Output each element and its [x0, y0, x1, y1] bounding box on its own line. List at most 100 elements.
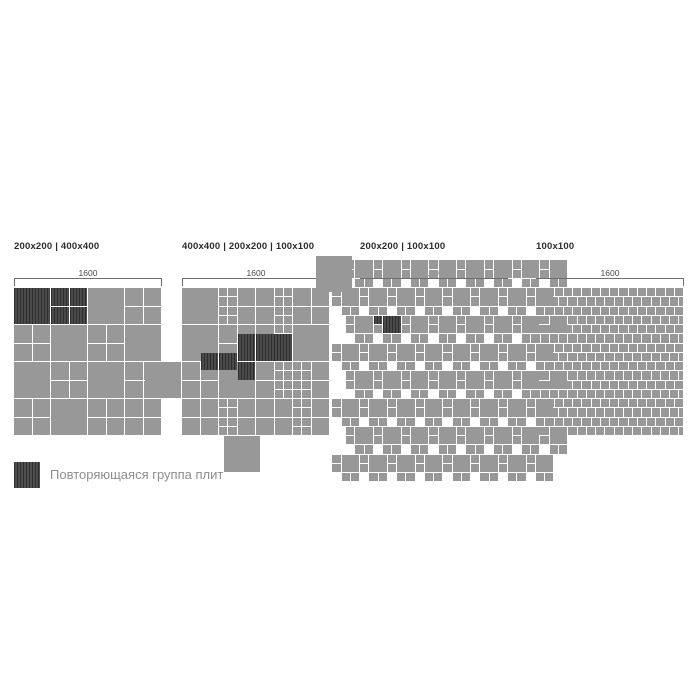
- tile: [471, 343, 480, 352]
- tile: [143, 288, 162, 306]
- panel-title-4: 100x100: [536, 241, 575, 252]
- tile: [256, 362, 274, 380]
- tile: [642, 408, 651, 417]
- tile: [475, 334, 484, 343]
- tile: [219, 399, 228, 408]
- tile: [373, 426, 383, 436]
- tile: [274, 288, 283, 297]
- tile: [256, 306, 274, 325]
- tile: [397, 454, 415, 473]
- tile: [461, 306, 471, 315]
- tile: [438, 278, 447, 288]
- tile: [558, 445, 568, 454]
- tile: [619, 417, 628, 426]
- tile: [591, 306, 600, 315]
- tile: [311, 417, 330, 436]
- tile: [471, 352, 480, 362]
- tile: [619, 343, 628, 352]
- tile: [600, 325, 610, 334]
- tile: [637, 306, 647, 315]
- tile: [364, 334, 373, 343]
- tile: [406, 362, 415, 371]
- tile: [596, 408, 605, 417]
- tile: [283, 362, 293, 371]
- tile-field-3: [332, 260, 568, 482]
- tile: [586, 408, 596, 417]
- tile: [484, 269, 494, 278]
- tile: [614, 297, 623, 306]
- tile: [283, 389, 293, 399]
- tile: [443, 399, 452, 408]
- tile: [360, 399, 369, 408]
- tile: [429, 260, 438, 269]
- tile: [341, 399, 360, 417]
- tile: [549, 371, 559, 380]
- tile: [540, 325, 549, 334]
- tile: [591, 343, 600, 352]
- tile: [674, 362, 684, 371]
- tile: [332, 297, 341, 306]
- tile: [466, 260, 484, 278]
- tile: [274, 306, 283, 315]
- tile: [200, 380, 219, 399]
- tile: [341, 362, 350, 371]
- tile: [549, 352, 559, 362]
- tile: [466, 334, 475, 343]
- tile: [512, 260, 521, 269]
- tile: [586, 315, 596, 325]
- tile: [364, 389, 373, 399]
- tile: [484, 380, 494, 389]
- tile: [228, 417, 237, 426]
- tile: [415, 343, 424, 352]
- tile: [360, 288, 369, 297]
- tile: [489, 417, 498, 426]
- dimension-tick-left: [14, 271, 15, 286]
- tile: [293, 306, 311, 325]
- tile: [237, 288, 256, 306]
- tile: [540, 352, 549, 362]
- tile: [443, 297, 452, 306]
- tile: [443, 288, 452, 297]
- tile: [373, 436, 383, 445]
- tile: [293, 417, 302, 426]
- tile: [623, 352, 633, 362]
- tile: [378, 417, 387, 426]
- tile: [536, 288, 545, 297]
- tile: [660, 408, 670, 417]
- tile: [466, 315, 484, 334]
- tile: [591, 362, 600, 371]
- tile: [540, 426, 549, 436]
- tile: [623, 426, 633, 436]
- tile: [471, 288, 480, 297]
- tile: [429, 371, 438, 380]
- tile: [200, 417, 219, 436]
- tile: [355, 426, 373, 445]
- tile: [410, 445, 420, 454]
- tile: [600, 417, 610, 426]
- tile: [484, 260, 494, 269]
- tile: [293, 288, 311, 306]
- tile: [512, 426, 521, 436]
- tile: [219, 417, 228, 426]
- tile: [610, 362, 619, 371]
- tile: [420, 278, 429, 288]
- tile: [346, 371, 355, 380]
- tile: [383, 426, 401, 445]
- tile: [51, 399, 88, 436]
- tile: [387, 408, 397, 417]
- tile: [545, 417, 554, 426]
- tile: [475, 445, 484, 454]
- tile: [332, 343, 341, 352]
- tile: [410, 371, 429, 389]
- tile: [457, 325, 466, 334]
- tile: [346, 325, 355, 334]
- tile: [498, 408, 508, 417]
- tile: [125, 380, 143, 399]
- tile: [679, 297, 684, 306]
- tile: [628, 325, 637, 334]
- tile: [350, 362, 360, 371]
- dimension-tick-left: [182, 271, 183, 286]
- tile: [656, 380, 665, 389]
- tile: [256, 380, 274, 399]
- tile: [429, 315, 438, 325]
